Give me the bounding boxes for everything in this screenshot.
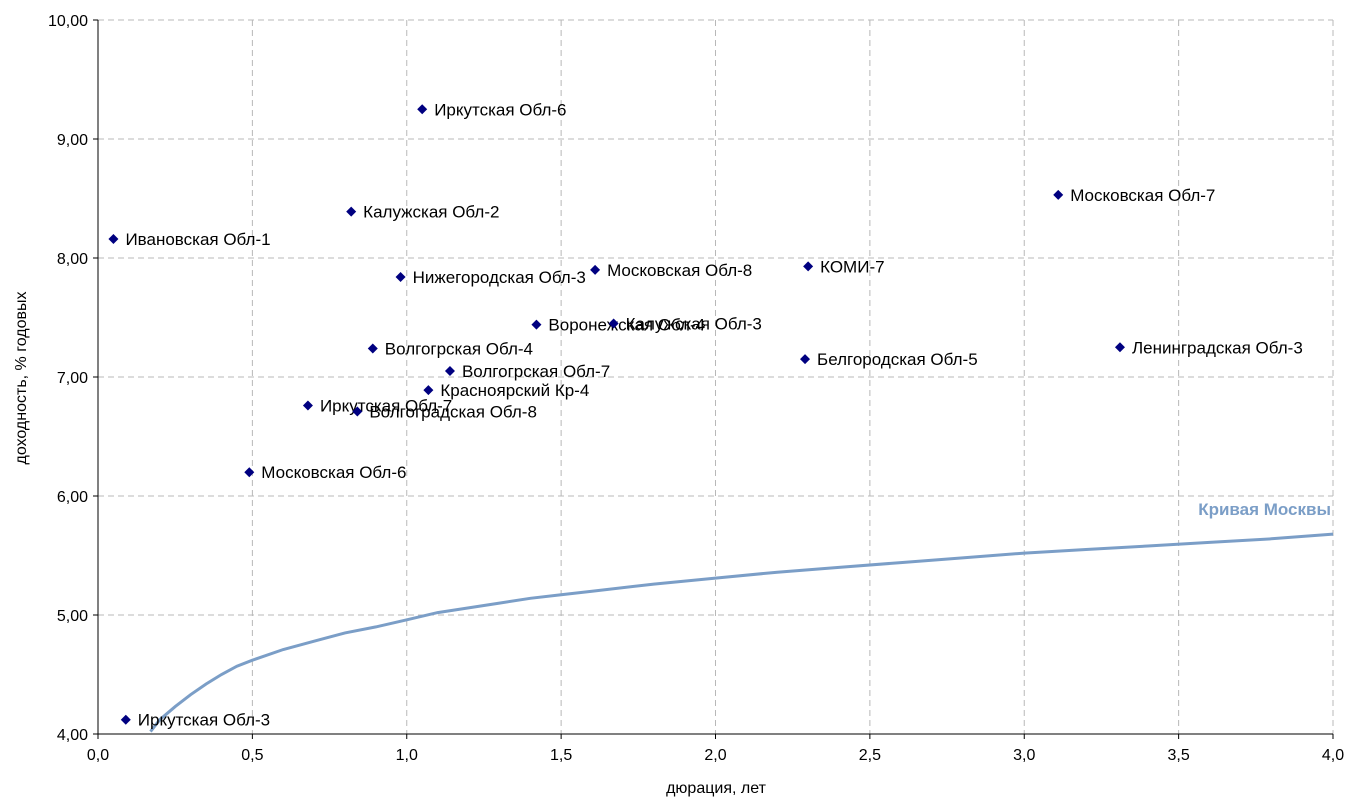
x-tick-label: 1,0 [396,747,418,764]
y-tick-label: 5,00 [57,608,88,625]
point-label: Иркутская Обл-6 [434,100,566,119]
point-label: Иркутская Обл-7 [320,397,452,416]
scatter-point [367,343,378,354]
scatter-point [608,318,619,329]
point-label: Московская Обл-6 [261,463,406,482]
point-label: Ленинградская Обл-3 [1132,338,1303,357]
curve-line [149,532,1334,733]
scatter-point [395,272,406,283]
scatter-point [803,261,814,272]
x-tick-label: 0,0 [87,747,109,764]
y-axis-label: доходность, % годовых [13,292,30,465]
points-layer: Иркутская Обл-6 Московская Обл-7 Калужская… [108,100,1303,730]
point-label: Иркутская Обл-3 [138,711,270,730]
scatter-point [590,264,601,275]
point-label: Московская Обл-8 [607,261,752,280]
scatter-point [423,385,434,396]
scatter-point [108,233,119,244]
y-tick-label: 8,00 [57,251,88,268]
y-tick-label: 7,00 [57,370,88,387]
x-tick-label: 1,5 [550,747,572,764]
curve-layer: Кривая Москвы [149,500,1334,733]
x-tick-label: 2,0 [704,747,726,764]
x-tick-label: 0,5 [241,747,263,764]
scatter-point [444,366,455,377]
x-tick-label: 4,0 [1322,747,1344,764]
point-label: Калужская Обл-2 [363,203,499,222]
axes: 0,0 0,5 1,0 1,5 2,0 2,5 3,0 3,5 4,0 4,00 5,00 6,00 7… [48,13,1344,764]
point-label: Волгогрская Обл-4 [385,339,533,358]
x-tick-label: 3,0 [1013,747,1035,764]
scatter-point [302,400,313,411]
scatter-point [1053,189,1064,200]
curve-label: Кривая Москвы [1198,500,1331,519]
scatter-point [1114,342,1125,353]
point-label: Воронежская Обл-4 [548,316,705,335]
point-label: Нижегородская Обл-3 [413,268,586,287]
scatter-point [531,319,542,330]
scatter-point [352,406,363,417]
x-axis-label: дюрация, лет [666,780,766,797]
point-label: Белгородская Обл-5 [817,350,978,369]
point-label: Волгоградская Обл-8 [369,403,537,422]
grid [98,19,1334,734]
scatter-point [244,467,255,478]
point-label: КОМИ-7 [820,257,884,276]
point-label: Ивановская Обл-1 [125,230,270,249]
y-tick-label: 10,00 [48,13,88,30]
x-tick-label: 2,5 [859,747,881,764]
y-tick-label: 6,00 [57,489,88,506]
scatter-point [346,206,357,217]
scatter-point [120,714,131,725]
point-label: Волгогрская Обл-7 [462,362,610,381]
scatter-point [800,354,811,365]
scatter-point [417,104,428,115]
point-label: Красноярский Кр-4 [440,381,589,400]
point-label: Калужская Обл-3 [626,314,762,333]
y-tick-label: 4,00 [57,727,88,744]
point-label: Московская Обл-7 [1070,186,1215,205]
x-tick-label: 3,5 [1168,747,1190,764]
y-tick-label: 9,00 [57,132,88,149]
